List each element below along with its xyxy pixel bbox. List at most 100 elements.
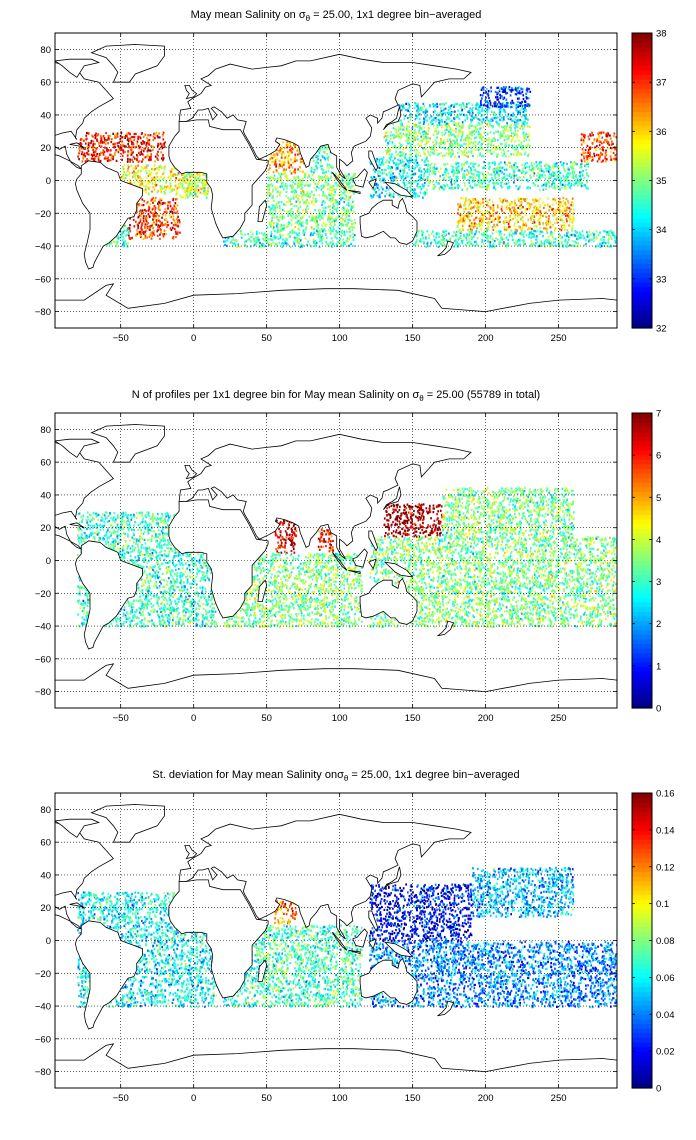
data-cell [297, 153, 299, 156]
data-cell [114, 151, 116, 155]
data-cell [284, 242, 287, 245]
data-cell [317, 230, 319, 233]
data-cell [307, 208, 310, 211]
data-cell [386, 149, 389, 152]
data-cell [488, 217, 491, 220]
data-cell [388, 191, 391, 194]
data-cell [316, 217, 319, 220]
data-cell [410, 177, 413, 180]
data-cell [487, 186, 490, 189]
data-cell [450, 155, 453, 158]
data-cell [519, 127, 522, 130]
data-cell [440, 138, 442, 141]
data-cell [514, 132, 516, 135]
data-cell [532, 170, 534, 174]
data-cell [290, 184, 293, 188]
data-cell [494, 138, 496, 141]
data-cell [474, 144, 477, 148]
data-cell [483, 166, 485, 169]
data-cell [548, 185, 551, 188]
data-cell [432, 187, 435, 190]
data-cell [300, 183, 303, 186]
data-cell [249, 236, 252, 239]
data-cell [405, 102, 407, 105]
data-cell [504, 177, 507, 181]
data-cell [466, 160, 468, 164]
data-cell [145, 215, 148, 218]
data-cell [136, 170, 139, 174]
data-cell [159, 224, 162, 228]
data-cell [292, 190, 294, 193]
data-cell [293, 231, 296, 234]
data-cell [429, 146, 431, 149]
data-cell [138, 147, 141, 150]
data-cell [203, 181, 206, 185]
data-cell [432, 152, 435, 156]
data-cell [338, 231, 341, 234]
data-cell [338, 241, 341, 244]
data-cell [466, 114, 468, 117]
data-cell [435, 130, 438, 133]
data-cell [159, 231, 162, 234]
data-cell [561, 163, 564, 167]
data-cell [333, 193, 335, 196]
data-cell [316, 160, 318, 163]
data-cell [327, 182, 330, 185]
data-cell [296, 233, 298, 236]
data-cell [424, 178, 427, 181]
data-cell [142, 153, 144, 156]
data-cell [176, 197, 179, 200]
data-cell [278, 159, 281, 162]
data-cell [169, 182, 172, 185]
data-cell [501, 116, 503, 119]
data-cell [103, 141, 105, 144]
data-cell [525, 224, 528, 227]
data-cell [389, 174, 392, 178]
data-cell [391, 166, 393, 169]
data-cell [490, 118, 493, 121]
data-cell [457, 122, 460, 125]
data-cell [562, 162, 565, 165]
data-cell [468, 205, 470, 208]
data-cell [165, 186, 168, 189]
data-cell [519, 104, 521, 107]
data-cell [154, 199, 156, 202]
data-cell [332, 218, 335, 221]
data-cell [432, 103, 434, 106]
data-cell [531, 165, 534, 168]
data-cell [520, 107, 523, 110]
data-cell [466, 188, 468, 191]
data-cell [413, 106, 416, 110]
data-cell [494, 173, 496, 176]
data-cell [271, 212, 274, 215]
data-cell [131, 158, 133, 161]
data-cell [501, 126, 503, 129]
data-cell [418, 131, 420, 135]
data-cell [585, 164, 587, 167]
data-cell [304, 176, 306, 179]
data-cell [515, 167, 518, 170]
data-cell [562, 196, 565, 200]
data-cell [281, 162, 284, 165]
data-cell [429, 167, 431, 170]
data-cell [140, 148, 143, 151]
data-cell [282, 203, 285, 206]
data-cell [109, 153, 111, 156]
data-cell [157, 228, 159, 232]
data-cell [494, 163, 496, 166]
data-cell [556, 177, 559, 180]
data-cell [299, 211, 301, 214]
data-cell [418, 129, 420, 132]
data-cell [295, 217, 297, 220]
data-cell [164, 223, 167, 226]
data-cell [327, 206, 330, 209]
data-cell [127, 153, 130, 156]
data-cell [503, 104, 506, 107]
data-cell [499, 102, 502, 105]
data-cell [419, 185, 422, 188]
data-cell [415, 114, 417, 117]
data-cell [488, 213, 491, 216]
data-cell [153, 217, 156, 220]
data-cell [224, 240, 227, 243]
data-cell [122, 243, 124, 246]
